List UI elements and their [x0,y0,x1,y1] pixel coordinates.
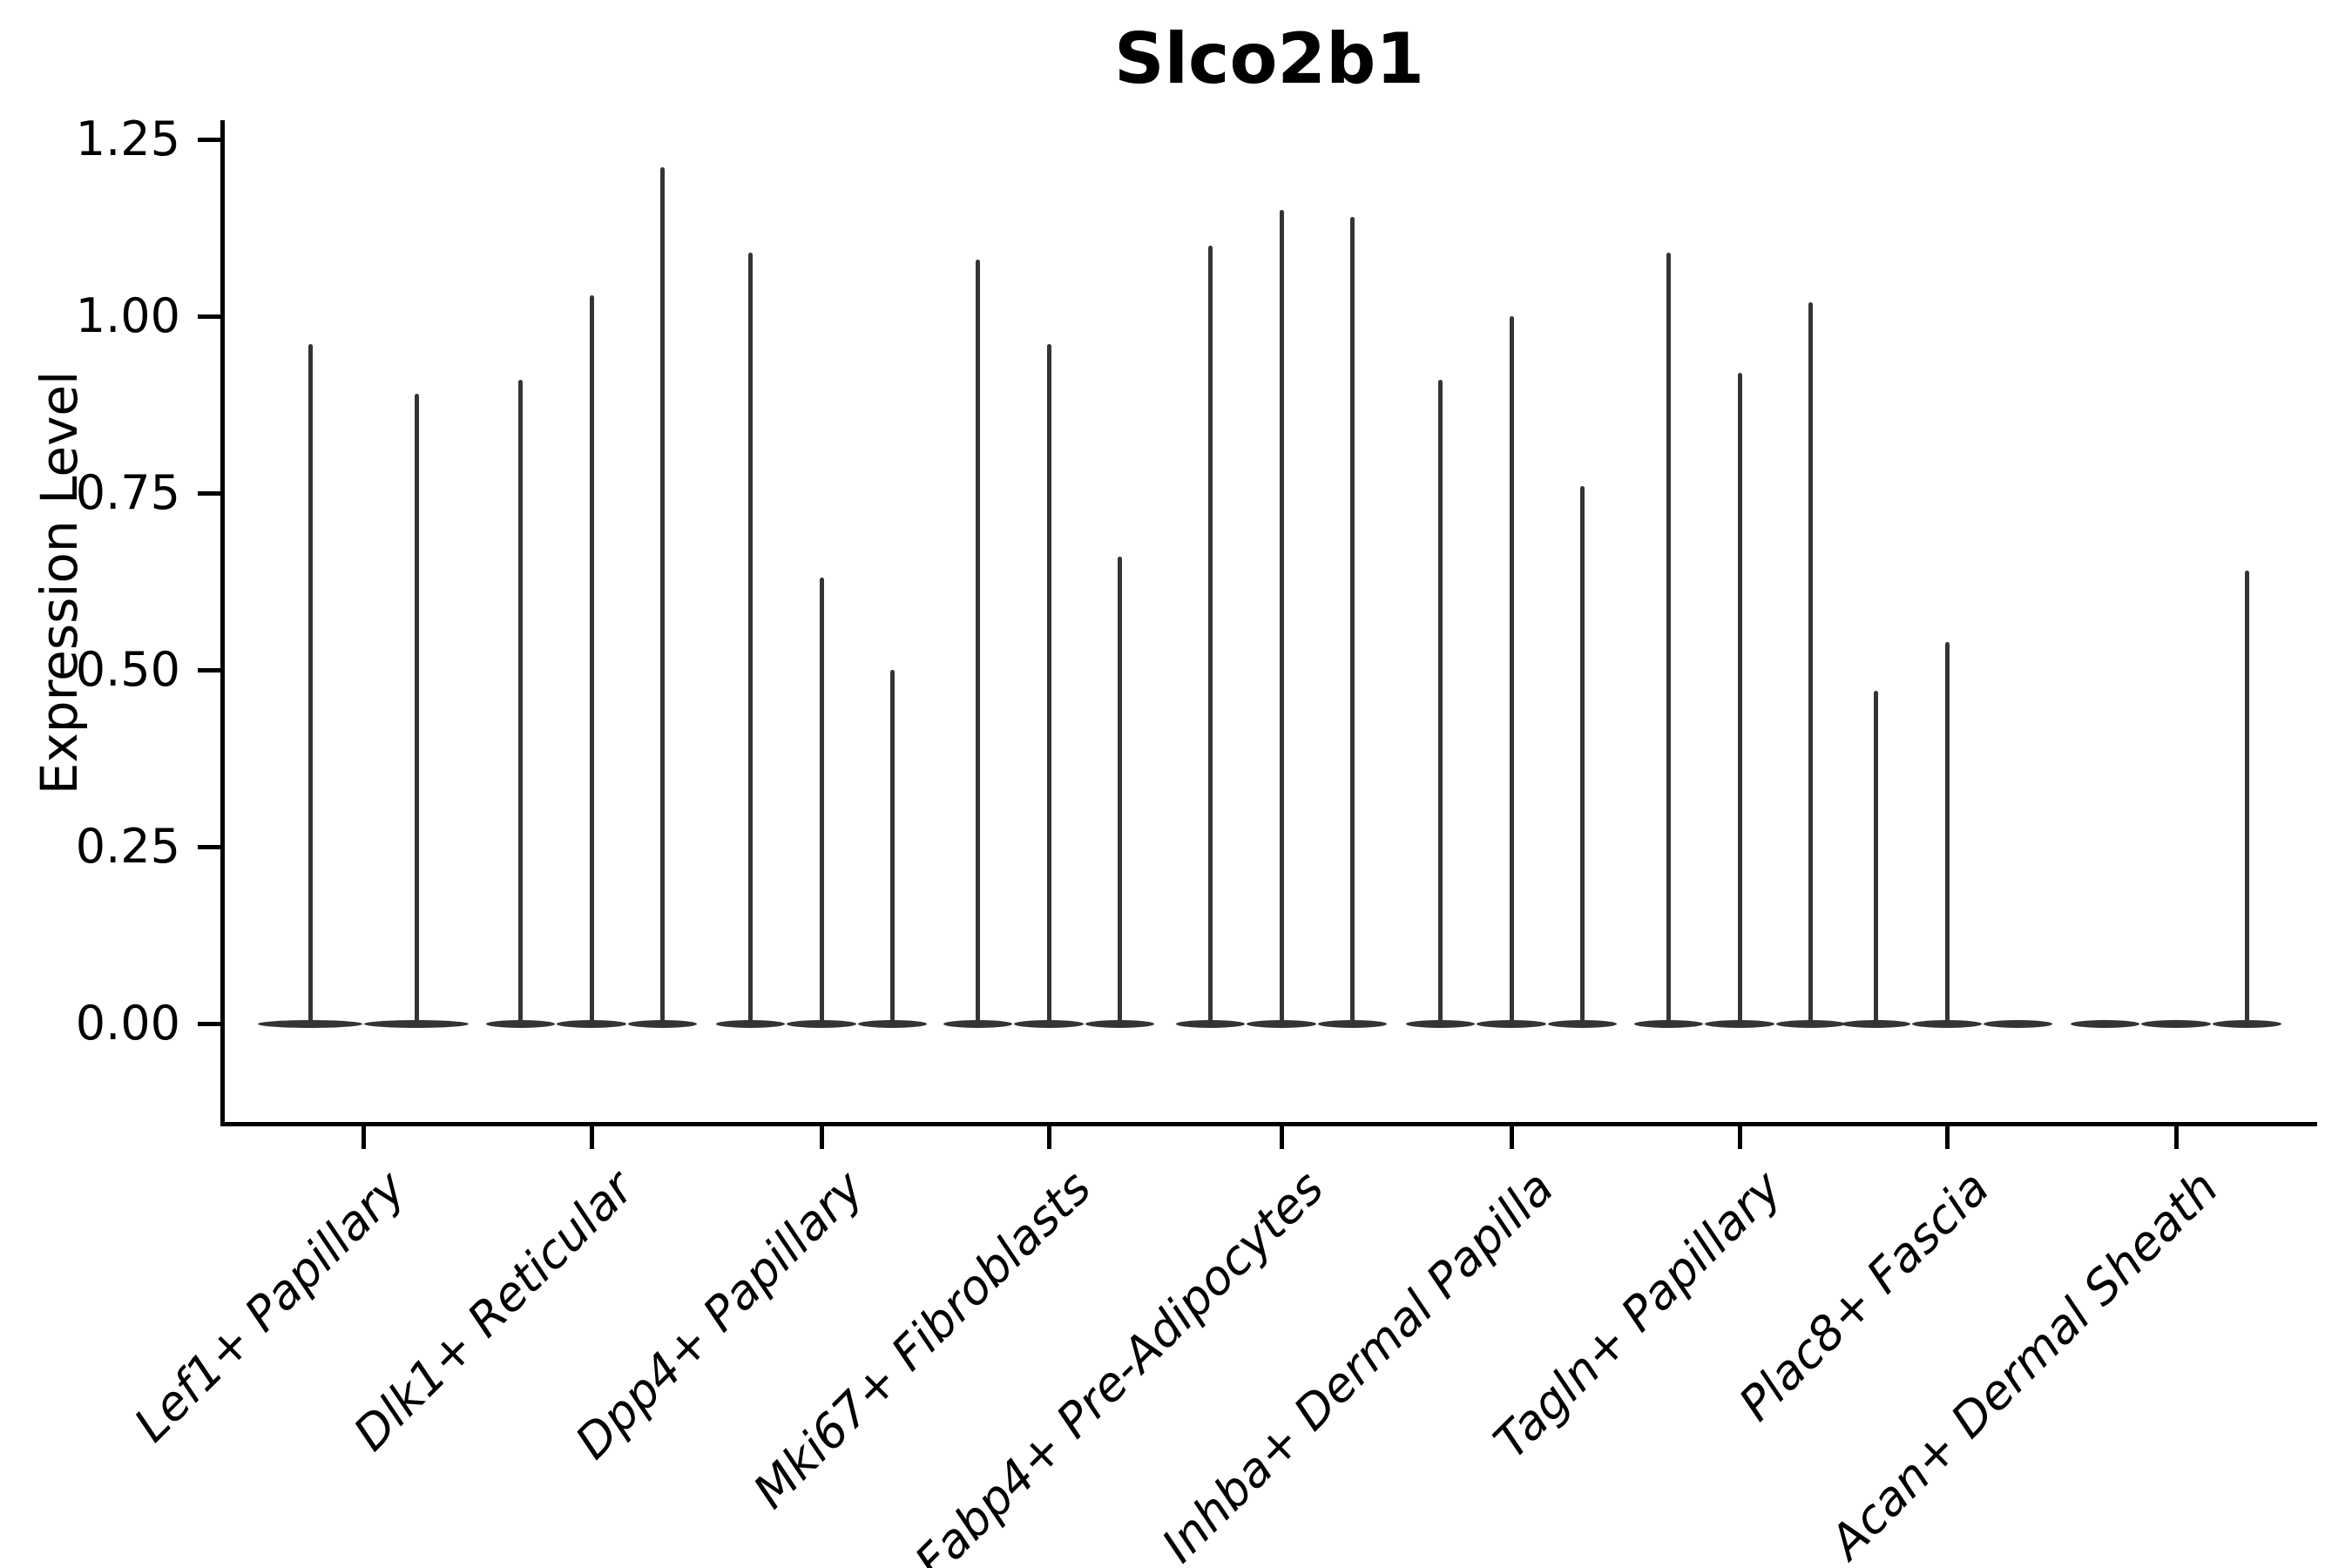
y-tick-mark [198,137,220,142]
y-tick-label: 0.75 [75,465,180,520]
y-tick-label: 1.25 [75,112,180,166]
violin-needle [1737,372,1742,1024]
y-tick-mark [198,490,220,496]
violin-needle [1509,316,1514,1024]
violin-needle [1579,485,1585,1024]
y-tick-label: 0.50 [75,642,180,697]
x-tick-mark [1944,1126,1950,1149]
y-tick-mark [198,667,220,672]
y-axis-spine [220,120,225,1126]
y-tick-label: 1.00 [75,288,180,343]
y-tick-label: 0.00 [75,996,180,1051]
violin-base [364,1019,469,1028]
violin-needle [1046,344,1051,1024]
y-tick-mark [198,1021,220,1026]
y-tick-mark [198,844,220,849]
violin-needle [748,252,754,1024]
violin-base [716,1019,786,1028]
x-tick-mark [1737,1126,1742,1149]
violin-base [1842,1019,1911,1028]
violin-base [1317,1019,1387,1028]
violin-needle [1117,557,1122,1024]
x-axis-spine [220,1122,2317,1126]
violin-base [787,1019,856,1028]
violin-base [486,1019,556,1028]
violin-base [1705,1019,1774,1028]
violin-needle [819,578,824,1024]
violin-needle [308,344,313,1024]
violin-needle [518,380,524,1024]
violin-base [2141,1019,2211,1028]
violin-base [557,1019,626,1028]
violin-base [258,1019,362,1028]
violin-needle [1874,691,1879,1024]
x-tick-mark [2173,1126,2179,1149]
violin-base [1775,1019,1845,1028]
violin-needle [1944,641,1950,1024]
violin-base [857,1019,927,1028]
violin-needle [1666,252,1672,1024]
violin-base [1176,1019,1246,1028]
violin-needle [659,167,665,1024]
x-tick-mark [1509,1126,1514,1149]
x-tick-mark [819,1126,824,1149]
y-tick-label: 0.25 [75,819,180,874]
x-tick-mark [589,1126,594,1149]
violin-needle [1279,210,1284,1024]
violin-needle [1208,245,1213,1024]
violin-base [1014,1019,1084,1028]
violin-needle [589,294,594,1024]
violin-needle [1349,217,1355,1024]
x-category-label: Lef1+ Papillary [124,1159,416,1453]
violin-needle [1808,301,1813,1024]
violin-needle [1438,380,1443,1024]
violin-base [1983,1019,2052,1028]
violin-base [1406,1019,1476,1028]
violin-needle [414,394,419,1024]
violin-base [627,1019,697,1028]
y-tick-mark [198,314,220,319]
violin-base [2212,1019,2281,1028]
x-tick-mark [1279,1126,1284,1149]
violin-base [943,1019,1013,1028]
violin-base [1912,1019,1982,1028]
chart-title: Slco2b1 [1113,18,1425,99]
violin-base [2071,1019,2140,1028]
violin-base [1247,1019,1316,1028]
violin-needle [976,260,981,1024]
violin-needle [889,670,895,1024]
violin-base [1634,1019,1704,1028]
violin-base [1477,1019,1546,1028]
x-tick-mark [361,1126,366,1149]
x-tick-mark [1046,1126,1051,1149]
violin-base [1085,1019,1154,1028]
violin-needle [2244,571,2249,1024]
violin-base [1547,1019,1617,1028]
